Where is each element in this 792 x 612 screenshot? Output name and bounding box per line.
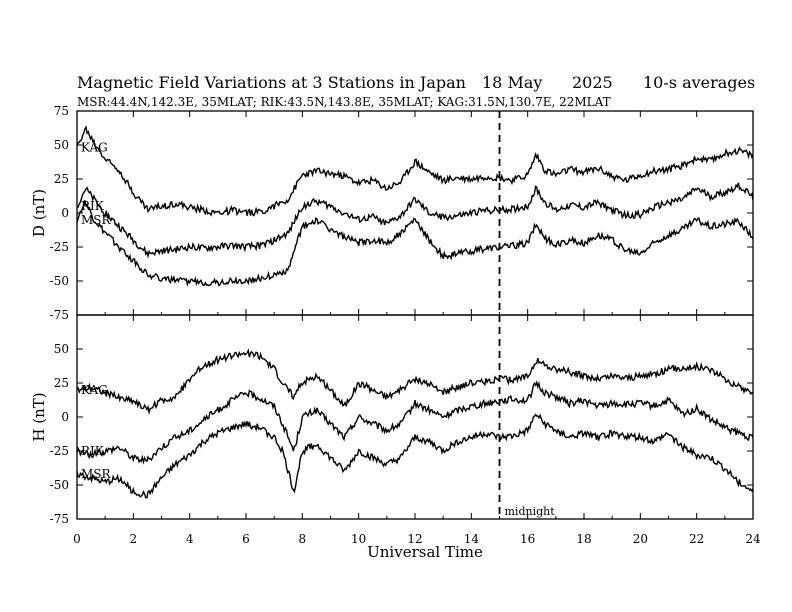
h-series-msr bbox=[76, 413, 754, 499]
xtick-label: 0 bbox=[73, 532, 81, 546]
xtick-label: 4 bbox=[186, 532, 194, 546]
h-ytick-label: -25 bbox=[50, 444, 69, 458]
d-ytick-label: 25 bbox=[54, 172, 69, 186]
h-ytick-label: 0 bbox=[61, 410, 69, 424]
h-series-rik bbox=[76, 380, 754, 465]
d-ytick-label: -25 bbox=[50, 240, 69, 254]
h-ytick-label: -50 bbox=[50, 478, 69, 492]
h-series-label-msr: MSR bbox=[81, 467, 112, 481]
xtick-label: 24 bbox=[745, 532, 761, 546]
h-series-label-kag: KAG bbox=[81, 383, 108, 397]
midnight-label: midnight bbox=[505, 505, 556, 518]
h-ytick-label: 25 bbox=[54, 376, 69, 390]
chart-date: 18 May bbox=[482, 73, 542, 92]
xtick-label: 20 bbox=[633, 532, 648, 546]
d-ytick-label: 75 bbox=[54, 104, 69, 118]
xtick-label: 14 bbox=[464, 532, 480, 546]
xtick-label: 10 bbox=[351, 532, 366, 546]
xtick-label: 8 bbox=[299, 532, 307, 546]
d-series-msr bbox=[76, 200, 754, 288]
h-panel-frame bbox=[76, 314, 754, 520]
xtick-label: 2 bbox=[130, 532, 138, 546]
xtick-label: 22 bbox=[689, 532, 704, 546]
chart-averaging: 10-s averages bbox=[643, 73, 755, 92]
x-axis-label: Universal Time bbox=[367, 543, 483, 561]
d-series-label-kag: KAG bbox=[81, 141, 108, 155]
h-series-kag bbox=[76, 348, 754, 415]
d-ytick-label: -75 bbox=[50, 308, 69, 322]
h-ytick-label: -75 bbox=[50, 512, 69, 526]
d-series-kag bbox=[76, 125, 754, 217]
d-ytick-label: -50 bbox=[50, 274, 69, 288]
d-panel-frame bbox=[76, 110, 754, 316]
d-series-label-msr: MSR bbox=[81, 213, 112, 227]
h-series-label-rik: RIK bbox=[81, 444, 105, 458]
chart-title: Magnetic Field Variations at 3 Stations … bbox=[77, 73, 466, 92]
d-ytick-label: 0 bbox=[61, 206, 69, 220]
stations-info: MSR:44.4N,142.3E, 35MLAT; RIK:43.5N,143.… bbox=[77, 95, 611, 109]
xtick-label: 18 bbox=[576, 532, 591, 546]
d-series-label-rik: RIK bbox=[81, 199, 105, 213]
d-ytick-label: 50 bbox=[54, 138, 69, 152]
h-ytick-label: 50 bbox=[54, 342, 69, 356]
h-y-axis-label: H (nT) bbox=[30, 392, 48, 441]
d-series-rik bbox=[76, 182, 754, 259]
chart-year: 2025 bbox=[572, 73, 613, 92]
xtick-label: 16 bbox=[520, 532, 535, 546]
xtick-label: 6 bbox=[242, 532, 250, 546]
d-y-axis-label: D (nT) bbox=[30, 189, 48, 237]
xtick-label: 12 bbox=[407, 532, 422, 546]
